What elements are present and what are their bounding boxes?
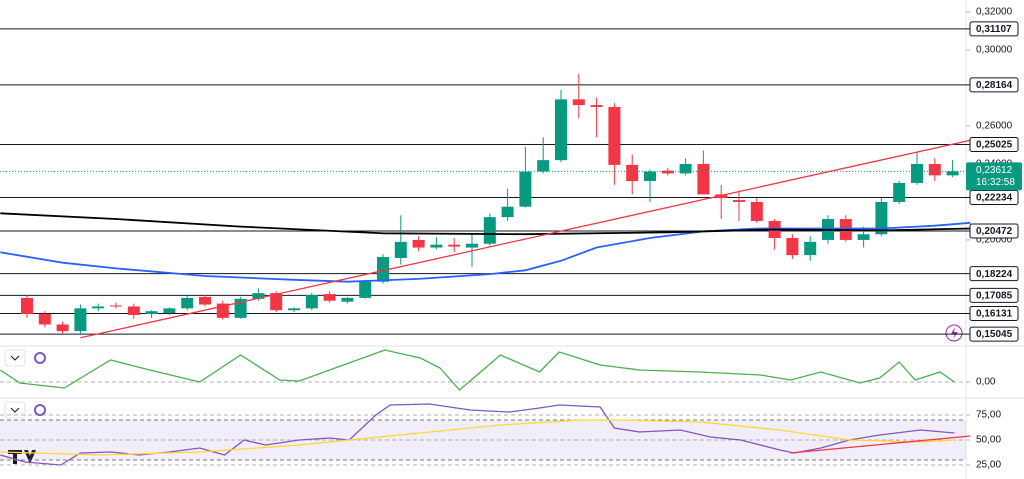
candle-body [537,160,550,172]
y-tick-label: 0,20000 [976,235,1013,246]
candle-body [163,308,176,314]
candle-body [466,243,478,248]
level-label: 0,17085 [976,290,1013,301]
candle-body [608,106,621,165]
candle-body [323,294,336,301]
candle-body [110,305,122,307]
level-label: 0,28164 [976,80,1013,91]
level-label-box [969,305,1019,321]
level-label-box [969,21,1019,37]
candle-body [430,244,443,248]
level-label: 0,31107 [976,24,1012,35]
y-tick-label: 0,32000 [976,7,1013,18]
lightning-icon [951,327,958,339]
level-label: 0,20472 [976,226,1013,237]
level-label-box [969,136,1019,152]
candle-body [946,171,959,176]
candle-body [572,99,585,106]
level-label: 0,18224 [976,269,1013,280]
candle-body [928,163,941,176]
level-label: 0,16131 [976,309,1013,320]
candle-body [252,293,265,299]
candle-body [448,244,461,247]
indicator-line [0,212,971,236]
candle-body [519,171,532,207]
candle-body [199,296,211,305]
current-price-box [966,162,1022,191]
countdown-label: 16:32:58 [976,177,1015,188]
candle-body [234,298,247,318]
candle-body [804,241,817,256]
level-label-box [969,223,1019,239]
candle-body [483,217,496,244]
candle-body [750,201,763,221]
current-price-label: 0,23612 [976,165,1013,176]
candle-body [555,99,567,161]
level-label-box [969,326,1019,342]
refresh-icon[interactable] [34,352,46,364]
indicator-line [0,349,955,391]
candle-body [21,297,33,315]
y-tick-label: 75,00 [976,410,1001,421]
y-tick-label: 25,00 [976,460,1001,471]
candle-body [697,163,710,195]
indicator-line [0,221,971,283]
refresh-icon[interactable] [34,404,46,416]
candle-body [288,308,300,311]
candle-body [911,163,923,183]
indicator-line [0,419,955,456]
candle-body [181,297,194,309]
collapse-button[interactable] [4,349,26,367]
candle-body [56,324,69,332]
candle-body [733,200,745,202]
candle-body [377,257,389,282]
candle-body [394,241,407,258]
candle-body [359,281,372,298]
y-tick-label: 0,00 [976,377,996,388]
candle-body [145,311,158,315]
candle-body [590,105,603,107]
candle-body [127,306,140,315]
candle-body [305,295,318,309]
level-label-box [969,77,1019,93]
candle-body [501,206,514,218]
candle-body [875,201,888,235]
level-label-box [969,287,1019,303]
indicator-line [790,435,971,454]
candle-body [644,171,656,182]
indicator-line [80,139,971,339]
candle-body [626,164,639,182]
candle-body [412,239,425,248]
y-tick-label: 0,30000 [976,45,1013,56]
collapse-button[interactable] [4,401,26,419]
candle-body [857,234,870,240]
candle-body [893,182,906,202]
level-label-box [969,190,1019,206]
level-label: 0,25025 [976,140,1013,151]
chevron-icon [10,407,20,413]
y-tick-label: 50,00 [976,435,1001,446]
candle-body [74,308,87,332]
level-label: 0,22234 [976,193,1013,204]
candle-body [38,314,51,325]
candle-body [661,170,674,174]
candle-body [715,194,728,199]
candle-body [341,297,354,302]
candle-body [679,163,692,174]
chevron-icon [10,355,20,361]
candle-body [786,238,799,256]
level-label-box [969,266,1019,282]
candle-body [92,306,105,309]
level-label: 0,15045 [976,329,1013,340]
candle-body [270,293,283,311]
y-tick-label: 0,26000 [976,121,1013,132]
